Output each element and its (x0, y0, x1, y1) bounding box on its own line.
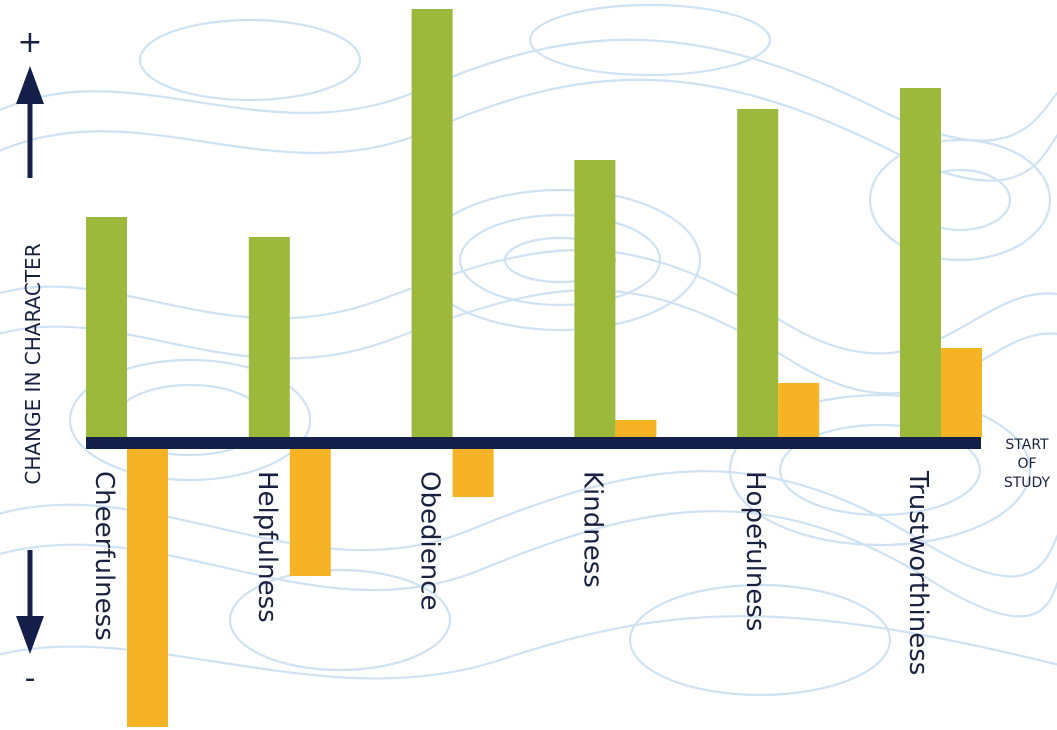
bar-obedience-series-2 (452, 449, 494, 497)
category-label-hopefulness: Hopefulness (740, 471, 770, 631)
bar-helpfulness-series-2 (289, 449, 331, 576)
bar-trustworthiness-series-2 (941, 348, 982, 437)
down-arrow-icon (16, 616, 44, 654)
bar-helpfulness-series-1 (248, 237, 290, 437)
bar-cheerfulness-series-1 (86, 217, 127, 437)
bars-layer (86, 9, 982, 727)
baseline-axis (86, 437, 981, 449)
category-label-kindness: Kindness (577, 471, 607, 588)
y-axis-label: CHANGE IN CHARACTER (21, 243, 45, 484)
bar-trustworthiness-series-1 (900, 88, 941, 437)
up-arrow-icon (16, 66, 44, 104)
category-label-helpfulness: Helpfulness (252, 471, 282, 623)
start-of-study-label: START OF STUDY (1004, 437, 1051, 491)
y-axis: + - CHANGE IN CHARACTER (16, 25, 45, 696)
bar-hopefulness-series-1 (737, 109, 779, 437)
category-label-cheerfulness: Cheerfulness (89, 471, 119, 641)
start-of-study-line-3: STUDY (1004, 475, 1051, 491)
y-axis-minus-sign: - (25, 661, 36, 696)
category-label-obedience: Obedience (415, 471, 445, 610)
bar-obedience-series-1 (411, 9, 453, 437)
category-labels: Cheerfulness Helpfulness Obedience Kindness… (89, 470, 933, 675)
bar-cheerfulness-series-2 (127, 449, 168, 727)
start-of-study-line-2: OF (1017, 456, 1036, 472)
y-axis-plus-sign: + (17, 25, 42, 60)
start-of-study-line-1: START (1005, 437, 1049, 453)
bar-kindness-series-1 (574, 160, 616, 437)
bar-kindness-series-2 (615, 420, 657, 437)
bar-hopefulness-series-2 (778, 383, 820, 437)
category-label-trustworthiness: Trustworthiness (903, 470, 933, 675)
